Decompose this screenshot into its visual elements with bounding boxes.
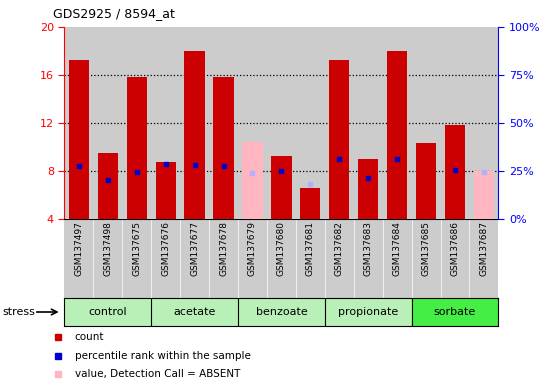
Bar — [238, 219, 267, 298]
Text: GSM137679: GSM137679 — [248, 221, 257, 276]
Text: GSM137675: GSM137675 — [132, 221, 141, 276]
Text: GSM137498: GSM137498 — [103, 221, 113, 276]
Text: GSM137683: GSM137683 — [363, 221, 373, 276]
Bar — [127, 77, 147, 219]
Text: GSM137687: GSM137687 — [479, 221, 488, 276]
Text: GSM137677: GSM137677 — [190, 221, 199, 276]
Text: stress: stress — [3, 307, 36, 317]
Bar — [180, 219, 209, 298]
Bar — [329, 61, 349, 219]
Text: GDS2925 / 8594_at: GDS2925 / 8594_at — [53, 7, 175, 20]
Bar — [151, 298, 238, 326]
Text: value, Detection Call = ABSENT: value, Detection Call = ABSENT — [74, 369, 240, 379]
Bar — [469, 219, 498, 298]
Bar — [325, 27, 354, 219]
Bar — [238, 27, 267, 219]
Bar — [387, 51, 407, 219]
Bar — [412, 219, 441, 298]
Text: percentile rank within the sample: percentile rank within the sample — [74, 351, 250, 361]
Text: sorbate: sorbate — [434, 307, 476, 317]
Bar — [64, 27, 94, 219]
Text: GSM137497: GSM137497 — [74, 221, 83, 276]
Bar — [412, 27, 441, 219]
Bar — [156, 162, 176, 219]
Bar — [151, 27, 180, 219]
Bar — [69, 61, 89, 219]
Bar — [94, 219, 122, 298]
Text: GSM137680: GSM137680 — [277, 221, 286, 276]
Bar — [64, 219, 94, 298]
Bar — [151, 219, 180, 298]
Text: GSM137676: GSM137676 — [161, 221, 170, 276]
Bar — [382, 219, 412, 298]
Bar — [213, 77, 234, 219]
Text: GSM137686: GSM137686 — [450, 221, 460, 276]
Text: acetate: acetate — [174, 307, 216, 317]
Bar — [300, 188, 320, 219]
Bar — [64, 298, 151, 326]
Bar — [122, 219, 151, 298]
Bar — [296, 27, 325, 219]
Text: count: count — [74, 332, 104, 343]
Text: GSM137685: GSM137685 — [422, 221, 431, 276]
Bar — [209, 27, 238, 219]
Bar — [97, 153, 118, 219]
Bar — [184, 51, 205, 219]
Text: control: control — [88, 307, 127, 317]
Bar — [325, 219, 354, 298]
Text: propionate: propionate — [338, 307, 398, 317]
Bar — [271, 157, 292, 219]
Bar — [412, 298, 498, 326]
Bar — [416, 143, 436, 219]
Bar — [209, 219, 238, 298]
Bar — [325, 298, 412, 326]
Bar — [358, 159, 379, 219]
Bar — [474, 171, 494, 219]
Bar — [382, 27, 412, 219]
Text: benzoate: benzoate — [255, 307, 307, 317]
Bar — [122, 27, 151, 219]
Bar — [445, 125, 465, 219]
Bar — [180, 27, 209, 219]
Bar — [469, 27, 498, 219]
Text: GSM137678: GSM137678 — [219, 221, 228, 276]
Text: GSM137684: GSM137684 — [393, 221, 402, 276]
Text: GSM137681: GSM137681 — [306, 221, 315, 276]
Bar — [354, 219, 382, 298]
Bar — [94, 27, 122, 219]
Bar — [267, 219, 296, 298]
Bar — [441, 219, 469, 298]
Bar — [238, 298, 325, 326]
Bar — [267, 27, 296, 219]
Bar — [354, 27, 382, 219]
Bar — [242, 142, 263, 219]
Bar — [296, 219, 325, 298]
Bar — [441, 27, 469, 219]
Text: GSM137682: GSM137682 — [335, 221, 344, 276]
